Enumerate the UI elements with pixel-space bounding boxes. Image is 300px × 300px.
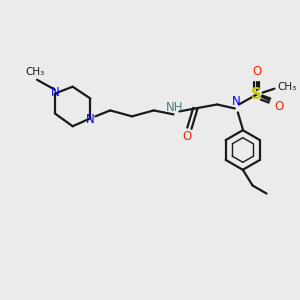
Text: S: S (251, 87, 262, 102)
Text: O: O (183, 130, 192, 142)
Text: N: N (232, 95, 240, 108)
Text: N: N (50, 86, 59, 99)
Text: N: N (86, 113, 95, 126)
Text: O: O (275, 100, 284, 113)
Text: O: O (252, 65, 261, 78)
Text: NH: NH (166, 101, 183, 114)
Text: CH₃: CH₃ (278, 82, 297, 92)
Text: CH₃: CH₃ (26, 67, 45, 77)
